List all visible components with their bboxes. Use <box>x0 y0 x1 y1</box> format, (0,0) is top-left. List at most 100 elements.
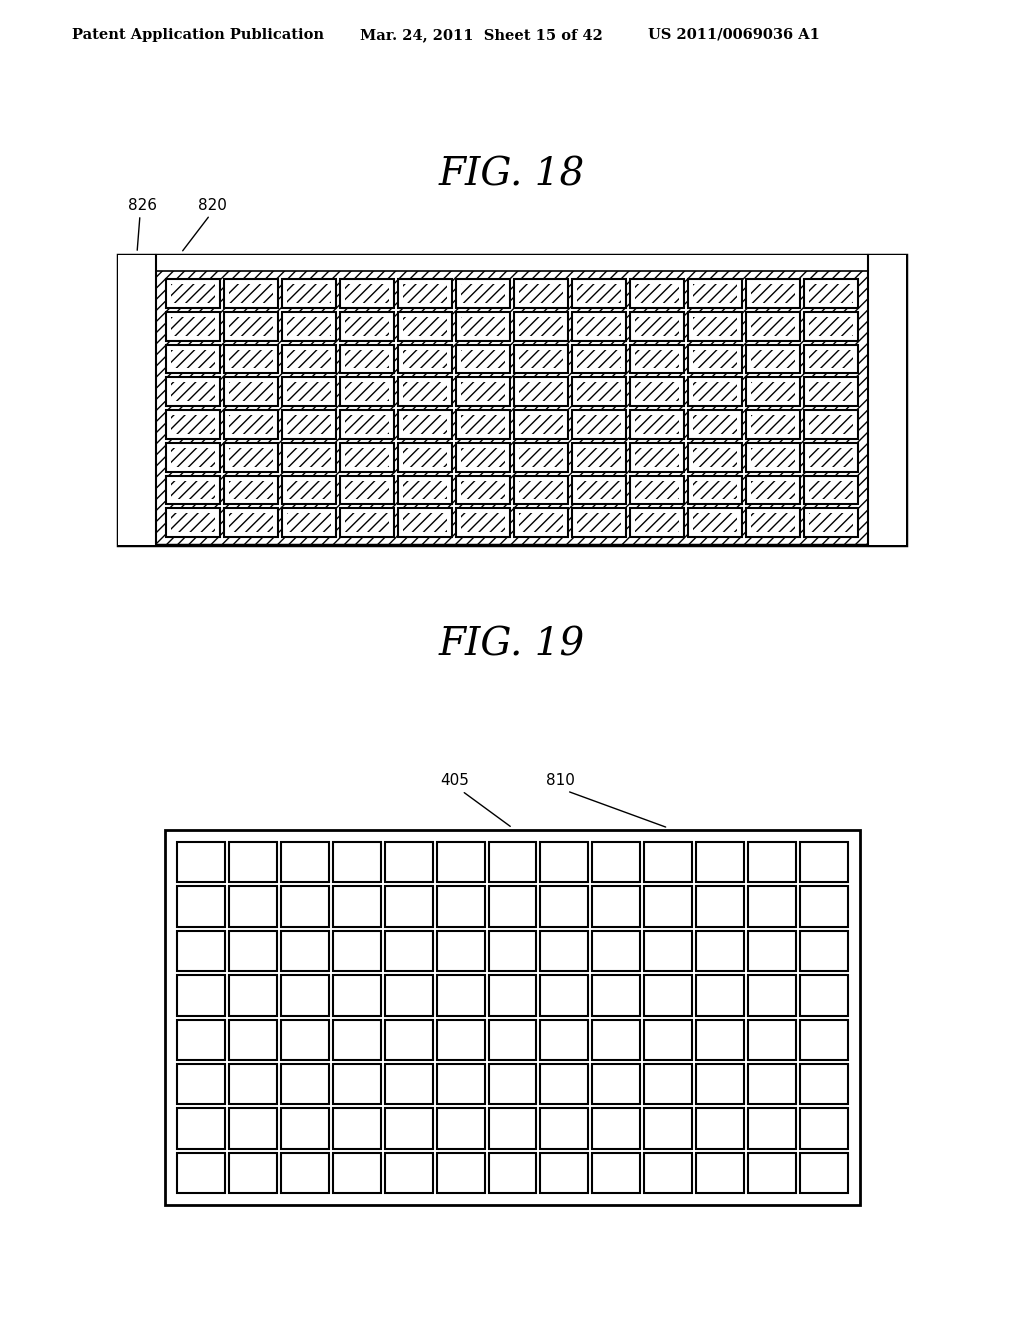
Bar <box>804 345 858 374</box>
Bar <box>635 317 679 335</box>
Bar <box>593 1152 640 1193</box>
Bar <box>800 1019 848 1060</box>
Bar <box>340 508 394 537</box>
Bar <box>385 975 432 1015</box>
Bar <box>456 508 510 537</box>
Bar <box>282 279 336 308</box>
Bar <box>398 312 452 341</box>
Bar <box>751 513 795 532</box>
Bar <box>693 284 737 302</box>
Bar <box>693 350 737 368</box>
Bar <box>541 931 589 972</box>
Bar <box>688 442 742 471</box>
Bar <box>800 931 848 972</box>
Bar <box>514 279 568 308</box>
Bar <box>224 508 278 537</box>
Bar <box>282 411 336 438</box>
Bar <box>281 1019 329 1060</box>
Bar <box>333 1019 381 1060</box>
Bar <box>693 513 737 532</box>
Bar <box>809 350 853 368</box>
Bar <box>514 475 568 504</box>
Bar <box>572 475 626 504</box>
Bar <box>166 378 220 407</box>
Bar <box>281 842 329 882</box>
Bar <box>593 1109 640 1148</box>
Bar <box>156 271 868 545</box>
Bar <box>171 480 215 499</box>
Bar <box>229 1064 276 1105</box>
Bar <box>333 842 381 882</box>
Bar <box>572 442 626 471</box>
Bar <box>688 411 742 438</box>
Bar <box>224 345 278 374</box>
Bar <box>751 350 795 368</box>
Bar <box>746 345 800 374</box>
Bar <box>177 975 225 1015</box>
Bar <box>224 442 278 471</box>
Bar <box>804 411 858 438</box>
Bar <box>751 480 795 499</box>
Bar <box>345 383 389 401</box>
Bar <box>804 345 858 374</box>
Bar <box>630 411 684 438</box>
Bar <box>398 279 452 308</box>
Bar <box>514 345 568 374</box>
Bar <box>166 508 220 537</box>
Bar <box>333 1064 381 1105</box>
Bar <box>514 475 568 504</box>
Text: FIG. 18: FIG. 18 <box>439 157 585 194</box>
Bar <box>287 350 331 368</box>
Bar <box>541 1019 589 1060</box>
Bar <box>177 1064 225 1105</box>
Bar <box>696 886 744 927</box>
Bar <box>398 475 452 504</box>
Bar <box>461 414 505 434</box>
Bar <box>456 378 510 407</box>
Bar <box>166 345 220 374</box>
Bar <box>281 931 329 972</box>
Bar <box>345 447 389 466</box>
Bar <box>630 442 684 471</box>
Bar <box>572 411 626 438</box>
Bar <box>749 1019 796 1060</box>
Bar <box>281 1152 329 1193</box>
Bar <box>577 513 621 532</box>
Bar <box>809 480 853 499</box>
Bar <box>630 442 684 471</box>
Bar <box>572 279 626 308</box>
Bar <box>345 513 389 532</box>
Text: 820: 820 <box>198 198 227 213</box>
Bar <box>436 931 484 972</box>
Bar <box>630 345 684 374</box>
Bar <box>804 312 858 341</box>
Bar <box>287 447 331 466</box>
Bar <box>281 886 329 927</box>
Bar <box>688 378 742 407</box>
Bar <box>461 447 505 466</box>
Bar <box>156 255 868 271</box>
Bar <box>746 411 800 438</box>
Bar <box>333 886 381 927</box>
Bar <box>177 886 225 927</box>
Bar <box>572 312 626 341</box>
Bar <box>577 350 621 368</box>
Bar <box>541 975 589 1015</box>
Bar <box>340 345 394 374</box>
Bar <box>746 508 800 537</box>
Bar <box>287 317 331 335</box>
Bar <box>282 508 336 537</box>
Bar <box>403 350 447 368</box>
Bar <box>514 442 568 471</box>
Bar <box>456 345 510 374</box>
Bar <box>577 447 621 466</box>
Bar <box>593 1064 640 1105</box>
Bar <box>345 284 389 302</box>
Bar <box>800 886 848 927</box>
Bar <box>644 1152 692 1193</box>
Bar <box>572 442 626 471</box>
Bar <box>488 1109 537 1148</box>
Bar <box>688 279 742 308</box>
Bar <box>749 931 796 972</box>
Bar <box>229 931 276 972</box>
